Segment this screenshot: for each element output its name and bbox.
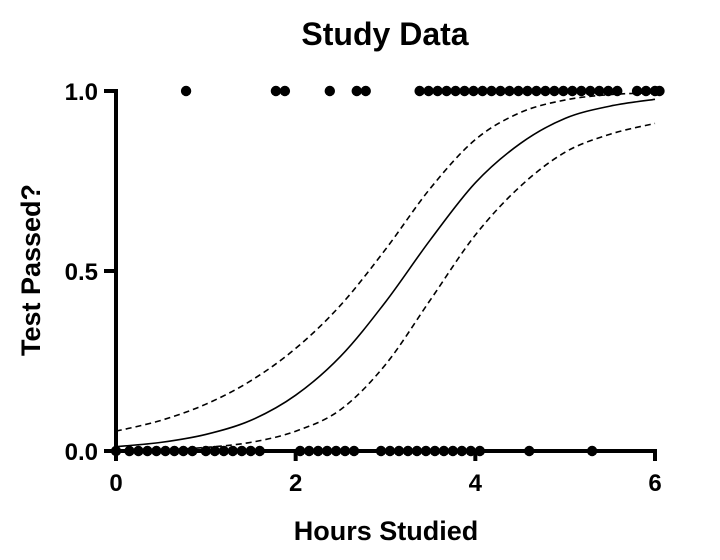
point-failed xyxy=(218,445,229,457)
point-failed xyxy=(375,445,387,457)
point-passed xyxy=(351,85,362,97)
point-passed xyxy=(324,85,336,97)
point-passed xyxy=(504,85,515,97)
point-passed xyxy=(631,85,643,97)
point-failed xyxy=(200,445,212,457)
x-tick-label: 2 xyxy=(289,470,302,497)
y-tick-label: 0.5 xyxy=(65,259,98,286)
chart-title: Study Data xyxy=(301,16,468,52)
plot-area: 0 2 4 6 0.0 0.5 1.0 xyxy=(65,79,665,497)
point-passed xyxy=(279,85,291,97)
point-failed xyxy=(124,445,135,457)
point-passed xyxy=(640,85,652,97)
point-failed xyxy=(393,445,405,457)
point-failed xyxy=(474,445,486,457)
point-failed xyxy=(294,445,306,457)
point-failed xyxy=(169,445,180,457)
point-failed xyxy=(303,445,315,457)
point-passed xyxy=(513,85,524,97)
point-passed xyxy=(531,85,542,97)
confidence-band-lower xyxy=(115,122,656,452)
point-failed xyxy=(178,445,189,457)
point-failed xyxy=(209,445,221,457)
point-failed xyxy=(160,445,171,457)
point-passed xyxy=(567,85,578,97)
x-tick-label: 6 xyxy=(648,470,661,497)
y-tick-label: 0.0 xyxy=(65,439,98,466)
point-passed xyxy=(270,85,282,97)
point-failed xyxy=(151,445,162,457)
point-failed xyxy=(438,445,450,457)
point-passed xyxy=(549,85,560,97)
point-passed xyxy=(576,85,587,97)
point-failed xyxy=(227,445,238,457)
point-passed xyxy=(612,85,623,97)
point-failed xyxy=(245,445,256,457)
point-passed xyxy=(441,85,452,97)
point-passed xyxy=(360,85,371,97)
x-axis-title: Hours Studied xyxy=(294,516,479,546)
point-passed xyxy=(459,85,470,97)
y-axis-title: Test Passed? xyxy=(16,184,46,356)
point-failed xyxy=(236,445,247,457)
point-passed xyxy=(423,85,434,97)
point-passed xyxy=(522,85,533,97)
point-failed xyxy=(465,445,477,457)
point-failed xyxy=(524,445,535,457)
point-passed xyxy=(540,85,551,97)
point-failed xyxy=(330,445,342,457)
point-passed xyxy=(450,85,461,97)
point-passed xyxy=(468,85,479,97)
point-passed xyxy=(558,85,569,97)
point-passed xyxy=(603,85,614,97)
point-passed xyxy=(477,85,488,97)
point-failed xyxy=(447,445,459,457)
point-passed xyxy=(585,85,596,97)
point-failed xyxy=(142,445,153,457)
point-passed xyxy=(654,85,665,97)
x-tick-label: 0 xyxy=(109,470,122,497)
point-failed xyxy=(429,445,441,457)
x-tick-label: 4 xyxy=(469,470,483,497)
point-failed xyxy=(254,445,265,457)
point-passed xyxy=(495,85,506,97)
point-failed xyxy=(384,445,396,457)
point-failed xyxy=(402,445,414,457)
point-failed xyxy=(133,445,144,457)
point-failed xyxy=(456,445,468,457)
point-failed xyxy=(321,445,333,457)
y-tick-label: 1.0 xyxy=(65,79,98,106)
point-passed xyxy=(432,85,443,97)
point-passed xyxy=(594,85,605,97)
point-failed xyxy=(348,445,360,457)
point-failed xyxy=(339,445,351,457)
point-passed xyxy=(486,85,497,97)
point-passed xyxy=(414,85,425,97)
point-passed xyxy=(180,85,192,97)
confidence-band-upper xyxy=(115,92,656,432)
fit-curve xyxy=(115,98,656,448)
point-failed xyxy=(586,445,598,457)
point-failed xyxy=(411,445,423,457)
point-failed xyxy=(110,445,122,457)
point-failed xyxy=(312,445,324,457)
point-failed xyxy=(420,445,432,457)
point-failed xyxy=(187,445,198,457)
